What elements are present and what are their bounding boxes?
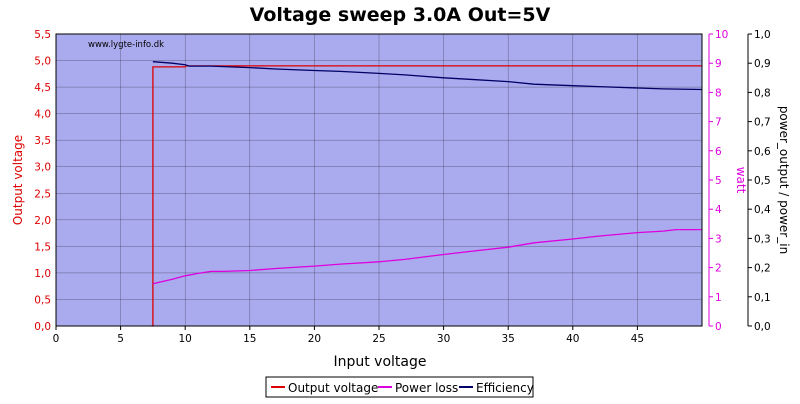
y-right2-tick-label: 0,3	[754, 233, 771, 245]
series-line-efficiency	[152, 61, 703, 91]
y-right1-tick-label: 9	[715, 58, 722, 70]
y-right2-tick-label: 0,0	[754, 321, 771, 333]
y-left-axis-title: Output voltage	[11, 135, 25, 225]
x-tick-label: 20	[308, 333, 321, 345]
legend-label-power-loss: Power loss	[395, 381, 458, 395]
legend-label-output-voltage: Output voltage	[288, 381, 378, 395]
y-left-tick-label: 3,0	[34, 162, 51, 174]
series-layer	[151, 61, 703, 327]
y-right2-tick-label: 0,1	[754, 292, 771, 304]
y-right1-tick-label: 8	[715, 87, 722, 99]
chart-title: Voltage sweep 3.0A Out=5V	[250, 4, 551, 26]
y-right2-tick-label: 0,8	[754, 87, 771, 99]
x-tick-label: 30	[437, 333, 450, 345]
x-tick-label: 40	[566, 333, 579, 345]
y-left-tick-label: 3,5	[34, 135, 51, 147]
y-right1-axis-title: watt	[734, 167, 748, 194]
y-right1-tick-label: 1	[715, 292, 722, 304]
y-right1-tick-label: 7	[715, 117, 722, 129]
y-right2-tick-label: 1,0	[754, 29, 771, 41]
y-left-tick-label: 2,5	[34, 188, 51, 200]
y-right1-tick-label: 10	[715, 29, 728, 41]
y-left-tick-label: 5,5	[34, 29, 51, 41]
legend-box	[265, 376, 534, 398]
y-left-tick-label: 2,0	[34, 215, 51, 227]
y-left-tick-label: 4,0	[34, 109, 51, 121]
y-right1-tick-label: 3	[715, 233, 722, 245]
y-right1-tick-label: 2	[715, 263, 722, 275]
y-right2-axis-title: power_output / power_in	[777, 106, 791, 254]
x-tick-label: 10	[179, 333, 192, 345]
y-left-tick-label: 5,0	[34, 56, 51, 68]
series-line-power-loss	[152, 228, 702, 285]
watermark: www.lygte-info.dk	[88, 40, 164, 50]
x-axis-title: Input voltage	[333, 354, 426, 370]
y-left-tick-label: 1,0	[34, 268, 51, 280]
x-tick-label: 15	[243, 333, 256, 345]
y-right2-tick-label: 0,4	[754, 204, 771, 216]
y-right2-tick-label: 0,7	[754, 117, 771, 129]
y-left-tick-label: 1,5	[34, 241, 51, 253]
y-left-tick-label: 0,0	[34, 321, 51, 333]
legend-label-efficiency: Efficiency	[476, 381, 534, 395]
legend: Output voltage Power loss Efficiency	[265, 376, 534, 398]
y-right2-tick-label: 0,5	[754, 175, 771, 187]
y-left-tick-label: 4,5	[34, 82, 51, 94]
y-right2-tick-label: 0,9	[754, 58, 771, 70]
y-right2-tick-label: 0,2	[754, 263, 771, 275]
y-right1-tick-label: 4	[715, 204, 722, 216]
y-left-tick-label: 0,5	[34, 294, 51, 306]
y-right1-tick-label: 5	[715, 175, 722, 187]
y-right1-tick-label: 0	[715, 321, 722, 333]
y-right2-tick-label: 0,6	[754, 146, 771, 158]
x-tick-label: 45	[631, 333, 644, 345]
x-tick-label: 25	[372, 333, 385, 345]
series-line-output-voltage	[151, 65, 702, 327]
x-tick-label: 35	[502, 333, 515, 345]
x-tick-label: 0	[53, 333, 60, 345]
x-tick-label: 5	[117, 333, 124, 345]
y-right1-tick-label: 6	[715, 146, 722, 158]
axis-layer: 0 5 10 15 20 25 30 35 40 450,00,51,01,52,02,53,03…	[34, 29, 771, 345]
